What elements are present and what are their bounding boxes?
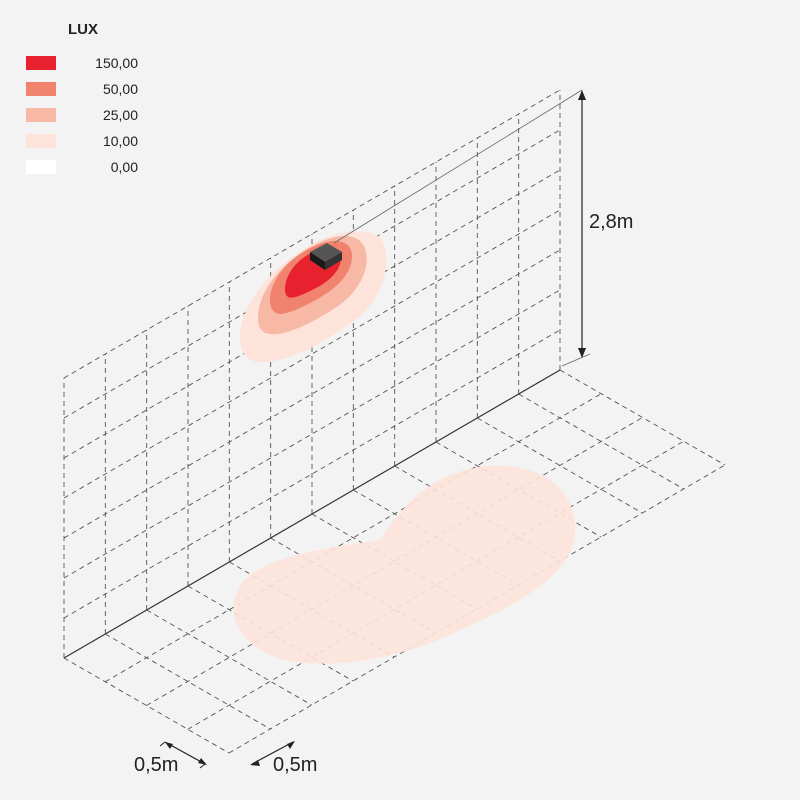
floor-grid-depth xyxy=(477,417,643,514)
legend-swatch xyxy=(26,82,56,96)
floor-grid-depth xyxy=(559,369,726,466)
light-fixture xyxy=(310,243,342,270)
legend-item: 150,00 xyxy=(26,50,146,76)
floor-grid-width xyxy=(146,417,643,706)
legend-swatch xyxy=(26,160,56,174)
legend-item: 0,00 xyxy=(26,154,146,180)
legend-label: 10,00 xyxy=(102,133,138,149)
wall-grid-horizontal xyxy=(63,169,561,459)
floor-grid-depth xyxy=(394,465,560,562)
floor-grid-depth xyxy=(353,489,519,586)
floor-grid-depth xyxy=(146,609,312,706)
wall-grid-horizontal xyxy=(63,89,561,379)
width-cell-dimension: 0,5m xyxy=(250,741,317,776)
floor-grid-depth xyxy=(270,537,436,634)
depth-cell-label: 0,5m xyxy=(134,754,178,776)
floor-grid-depth xyxy=(311,513,478,610)
legend-item: 25,00 xyxy=(26,102,146,128)
depth-cell-dimension: 0,5m xyxy=(134,741,207,776)
legend-label: 25,00 xyxy=(102,107,138,123)
height-label: 2,8m xyxy=(589,211,633,233)
floor-grid-depth xyxy=(105,633,271,730)
legend-swatch xyxy=(26,108,56,122)
legend-item: 10,00 xyxy=(26,128,146,154)
legend-title: LUX xyxy=(68,21,98,38)
floor-grid-depth xyxy=(63,657,230,754)
floor-light-pool xyxy=(233,465,576,664)
legend-label: 0,00 xyxy=(110,159,138,175)
wall-grid-horizontal xyxy=(63,209,561,499)
floor-grid-width xyxy=(105,393,602,683)
wall-grid-horizontal xyxy=(63,289,561,579)
legend-label: 150,00 xyxy=(95,55,138,71)
legend-item: 50,00 xyxy=(26,76,146,102)
floor-grid-depth xyxy=(435,441,602,538)
floor-grid-width xyxy=(187,440,684,730)
legend-label: 50,00 xyxy=(102,81,138,97)
wall-grid-horizontal xyxy=(63,129,561,419)
floor-grid-depth xyxy=(518,393,684,490)
legend-swatch xyxy=(26,134,56,148)
wall-grid-horizontal xyxy=(63,249,561,539)
lux-legend: LUX 150,00 50,00 25,00 10,00 0,00 xyxy=(26,20,146,180)
floor-grid-depth xyxy=(187,585,354,682)
width-cell-label: 0,5m xyxy=(273,754,317,776)
legend-swatch xyxy=(26,56,56,70)
height-dimension: 2,8m xyxy=(333,89,633,367)
floor-grid-width xyxy=(228,464,726,754)
wall-grid-horizontal xyxy=(63,329,561,619)
